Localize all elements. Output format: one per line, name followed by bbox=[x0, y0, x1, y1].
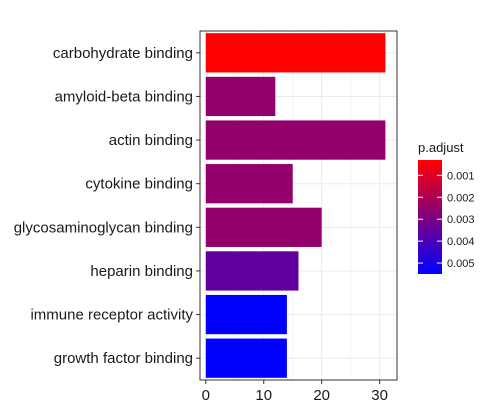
bar bbox=[205, 164, 293, 204]
legend-colorbar bbox=[418, 160, 442, 274]
bar bbox=[205, 76, 276, 117]
legend-tick-label: 0.004 bbox=[447, 236, 475, 248]
bar bbox=[205, 338, 287, 378]
category-label: actin binding bbox=[109, 132, 193, 149]
x-tick-label: 10 bbox=[255, 387, 272, 404]
legend: p.adjust 0.001 0.002 0.003 0.004 0.005 bbox=[418, 140, 475, 274]
category-label: glycosaminoglycan binding bbox=[14, 219, 193, 236]
category-labels: carbohydrate binding amyloid-beta binding… bbox=[14, 45, 200, 367]
category-label: carbohydrate binding bbox=[53, 45, 193, 62]
category-label: heparin binding bbox=[90, 263, 193, 280]
bar bbox=[205, 33, 386, 73]
legend-tick-label: 0.002 bbox=[447, 192, 475, 204]
category-label: amyloid-beta binding bbox=[55, 88, 193, 105]
legend-tick-label: 0.001 bbox=[447, 170, 475, 182]
x-tick-label: 30 bbox=[371, 387, 388, 404]
legend-tick-label: 0.005 bbox=[447, 258, 475, 270]
x-axis: 0 10 20 30 bbox=[202, 380, 388, 404]
category-label: immune receptor activity bbox=[30, 307, 193, 324]
legend-ticks: 0.001 0.002 0.003 0.004 0.005 bbox=[418, 170, 475, 270]
bar bbox=[205, 294, 287, 335]
category-label: cytokine binding bbox=[85, 176, 193, 193]
x-tick-label: 20 bbox=[313, 387, 330, 404]
bar bbox=[205, 120, 386, 160]
x-tick-label: 0 bbox=[202, 387, 210, 404]
panel-border bbox=[199, 30, 398, 381]
legend-title: p.adjust bbox=[418, 140, 464, 155]
bar bbox=[205, 207, 322, 247]
bars-group bbox=[205, 33, 386, 378]
category-label: growth factor binding bbox=[54, 350, 193, 367]
bar bbox=[205, 251, 299, 291]
legend-tick-label: 0.003 bbox=[447, 214, 475, 226]
